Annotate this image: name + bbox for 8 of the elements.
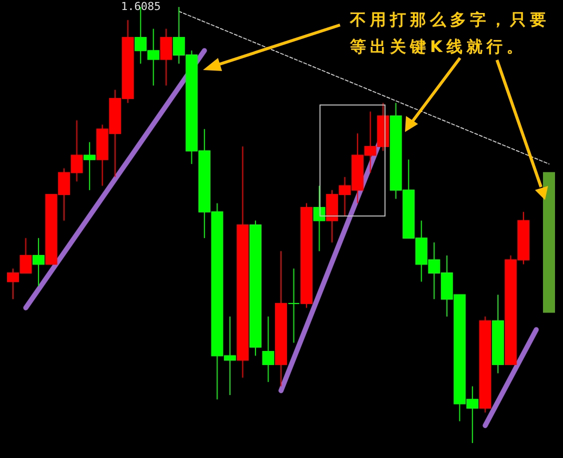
candlestick	[160, 28, 172, 86]
candlestick	[262, 316, 274, 382]
annotation: 1.6085	[121, 0, 161, 13]
annotation: 不用打那么多字，只要等出关键K线就行。	[350, 9, 550, 58]
candlestick	[288, 268, 300, 344]
candlestick	[32, 238, 45, 287]
candlestick	[84, 142, 96, 191]
candlestick	[313, 185, 326, 252]
